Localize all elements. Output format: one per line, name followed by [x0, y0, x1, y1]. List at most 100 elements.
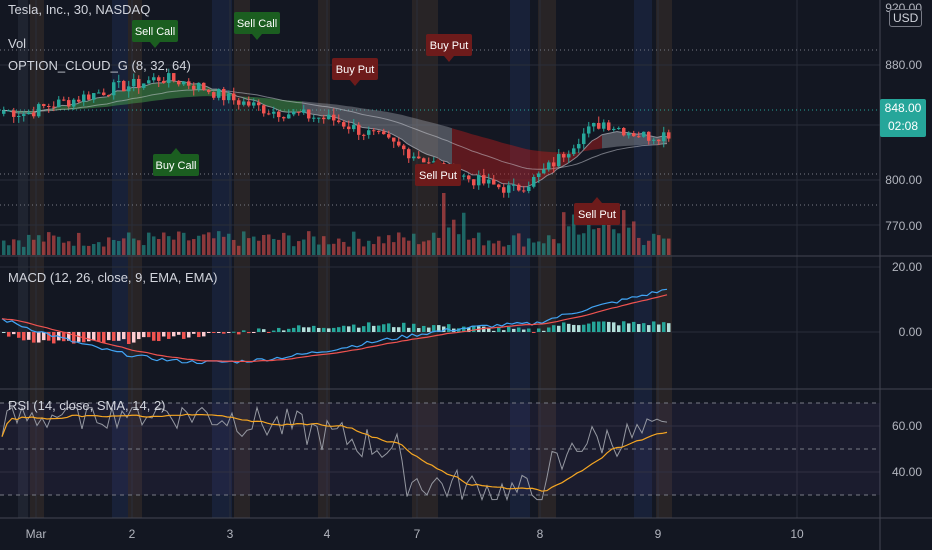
macd-hist-94 — [472, 325, 476, 332]
volume-bar-102 — [512, 235, 516, 255]
currency-button[interactable]: USD — [889, 9, 923, 27]
macd-hist-1 — [7, 332, 11, 337]
volume-bar-48 — [242, 231, 246, 255]
macd-hist-110 — [552, 325, 556, 332]
volume-bar-72 — [362, 246, 366, 255]
macd-hist-101 — [507, 326, 511, 332]
candle-body-0 — [2, 110, 6, 114]
candle-body-44 — [222, 88, 226, 101]
macd-hist-20 — [102, 332, 106, 344]
candle-body-79 — [397, 141, 401, 146]
candle-body-61 — [307, 109, 311, 119]
macd-hist-21 — [107, 332, 111, 341]
volume-bar-46 — [232, 239, 236, 255]
volume-bar-3 — [17, 240, 21, 255]
macd-hist-89 — [447, 324, 451, 332]
candle-body-78 — [392, 137, 396, 142]
candle-body-18 — [92, 93, 96, 100]
indicator-label[interactable]: OPTION_CLOUD_G (8, 32, 64) — [8, 58, 191, 73]
macd-hist-66 — [332, 327, 336, 332]
cloud-bullish — [2, 80, 302, 114]
macd-hist-83 — [417, 328, 421, 332]
volume-bar-74 — [372, 244, 376, 255]
volume-bar-123 — [617, 233, 621, 255]
candle-body-112 — [562, 154, 566, 158]
volume-bar-97 — [487, 240, 491, 255]
macd-hist-40 — [202, 332, 206, 337]
candle-body-36 — [182, 81, 186, 85]
macd-hist-121 — [607, 321, 611, 332]
macd-hist-111 — [557, 325, 561, 332]
time-tick-2: 3 — [227, 527, 234, 541]
signal-text-1: Buy Call — [156, 160, 197, 172]
volume-bar-20 — [102, 246, 106, 255]
volume-bar-116 — [582, 233, 586, 255]
macd-hist-30 — [152, 332, 156, 341]
volume-bar-8 — [42, 241, 46, 255]
candle-body-9 — [47, 105, 51, 107]
volume-label[interactable]: Vol — [8, 36, 27, 51]
candle-body-107 — [537, 173, 541, 177]
candle-body-34 — [172, 73, 176, 81]
candle-body-52 — [262, 105, 266, 114]
candle-body-45 — [227, 93, 231, 101]
macd-hist-104 — [522, 329, 526, 332]
volume-bar-13 — [67, 241, 71, 255]
volume-bar-130 — [652, 233, 656, 255]
volume-bar-49 — [247, 238, 251, 255]
time-tick-3: 4 — [324, 527, 331, 541]
candle-body-72 — [362, 134, 366, 136]
candle-body-23 — [117, 80, 121, 83]
candle-body-14 — [72, 99, 76, 107]
volume-bar-1 — [7, 245, 11, 255]
volume-bar-66 — [332, 243, 336, 255]
volume-bar-37 — [187, 240, 191, 255]
candle-body-26 — [132, 78, 136, 87]
volume-bar-7 — [37, 235, 41, 255]
candle-body-30 — [152, 77, 156, 81]
macd-tick-1: 0.00 — [899, 325, 923, 339]
candle-body-40 — [202, 82, 206, 90]
candle-body-83 — [417, 156, 421, 159]
rsi-label[interactable]: RSI (14, close, SMA, 14, 2) — [8, 398, 166, 413]
candle-body-58 — [292, 111, 296, 115]
candle-body-43 — [217, 88, 221, 98]
signal-text-3: Buy Put — [336, 64, 375, 76]
volume-bar-35 — [177, 231, 181, 255]
macd-hist-57 — [287, 328, 291, 332]
volume-bar-14 — [72, 245, 76, 255]
macd-hist-23 — [117, 332, 121, 341]
signal-box-5 — [415, 164, 461, 186]
candle-body-113 — [567, 154, 571, 158]
candle-body-127 — [637, 136, 641, 138]
signal-sell-call-0: Sell Call — [132, 20, 178, 48]
macd-hist-93 — [467, 327, 471, 332]
candle-body-59 — [297, 111, 301, 113]
macd-hist-10 — [52, 332, 56, 344]
macd-hist-81 — [407, 327, 411, 332]
time-tick-4: 7 — [414, 527, 421, 541]
volume-bar-73 — [367, 240, 371, 255]
symbol-title[interactable]: Tesla, Inc., 30, NASDAQ — [8, 2, 151, 17]
macd-hist-119 — [597, 321, 601, 332]
volume-bar-92 — [462, 212, 466, 255]
candle-body-104 — [522, 190, 526, 192]
cloud-bearish — [452, 128, 602, 187]
volume-bar-65 — [327, 244, 331, 255]
volume-bar-117 — [587, 220, 591, 255]
macd-hist-39 — [197, 332, 201, 338]
candle-body-47 — [237, 100, 241, 105]
macd-hist-53 — [267, 332, 271, 333]
macd-hist-96 — [482, 326, 486, 332]
macd-hist-0 — [2, 332, 6, 333]
volume-bar-101 — [507, 244, 511, 255]
macd-hist-60 — [302, 327, 306, 332]
volume-bar-12 — [62, 242, 66, 255]
candle-body-41 — [207, 89, 211, 93]
macd-hist-130 — [652, 321, 656, 332]
macd-hist-128 — [642, 323, 646, 332]
candle-body-21 — [107, 95, 111, 97]
macd-label[interactable]: MACD (12, 26, close, 9, EMA, EMA) — [8, 270, 218, 285]
candle-body-24 — [122, 80, 126, 92]
